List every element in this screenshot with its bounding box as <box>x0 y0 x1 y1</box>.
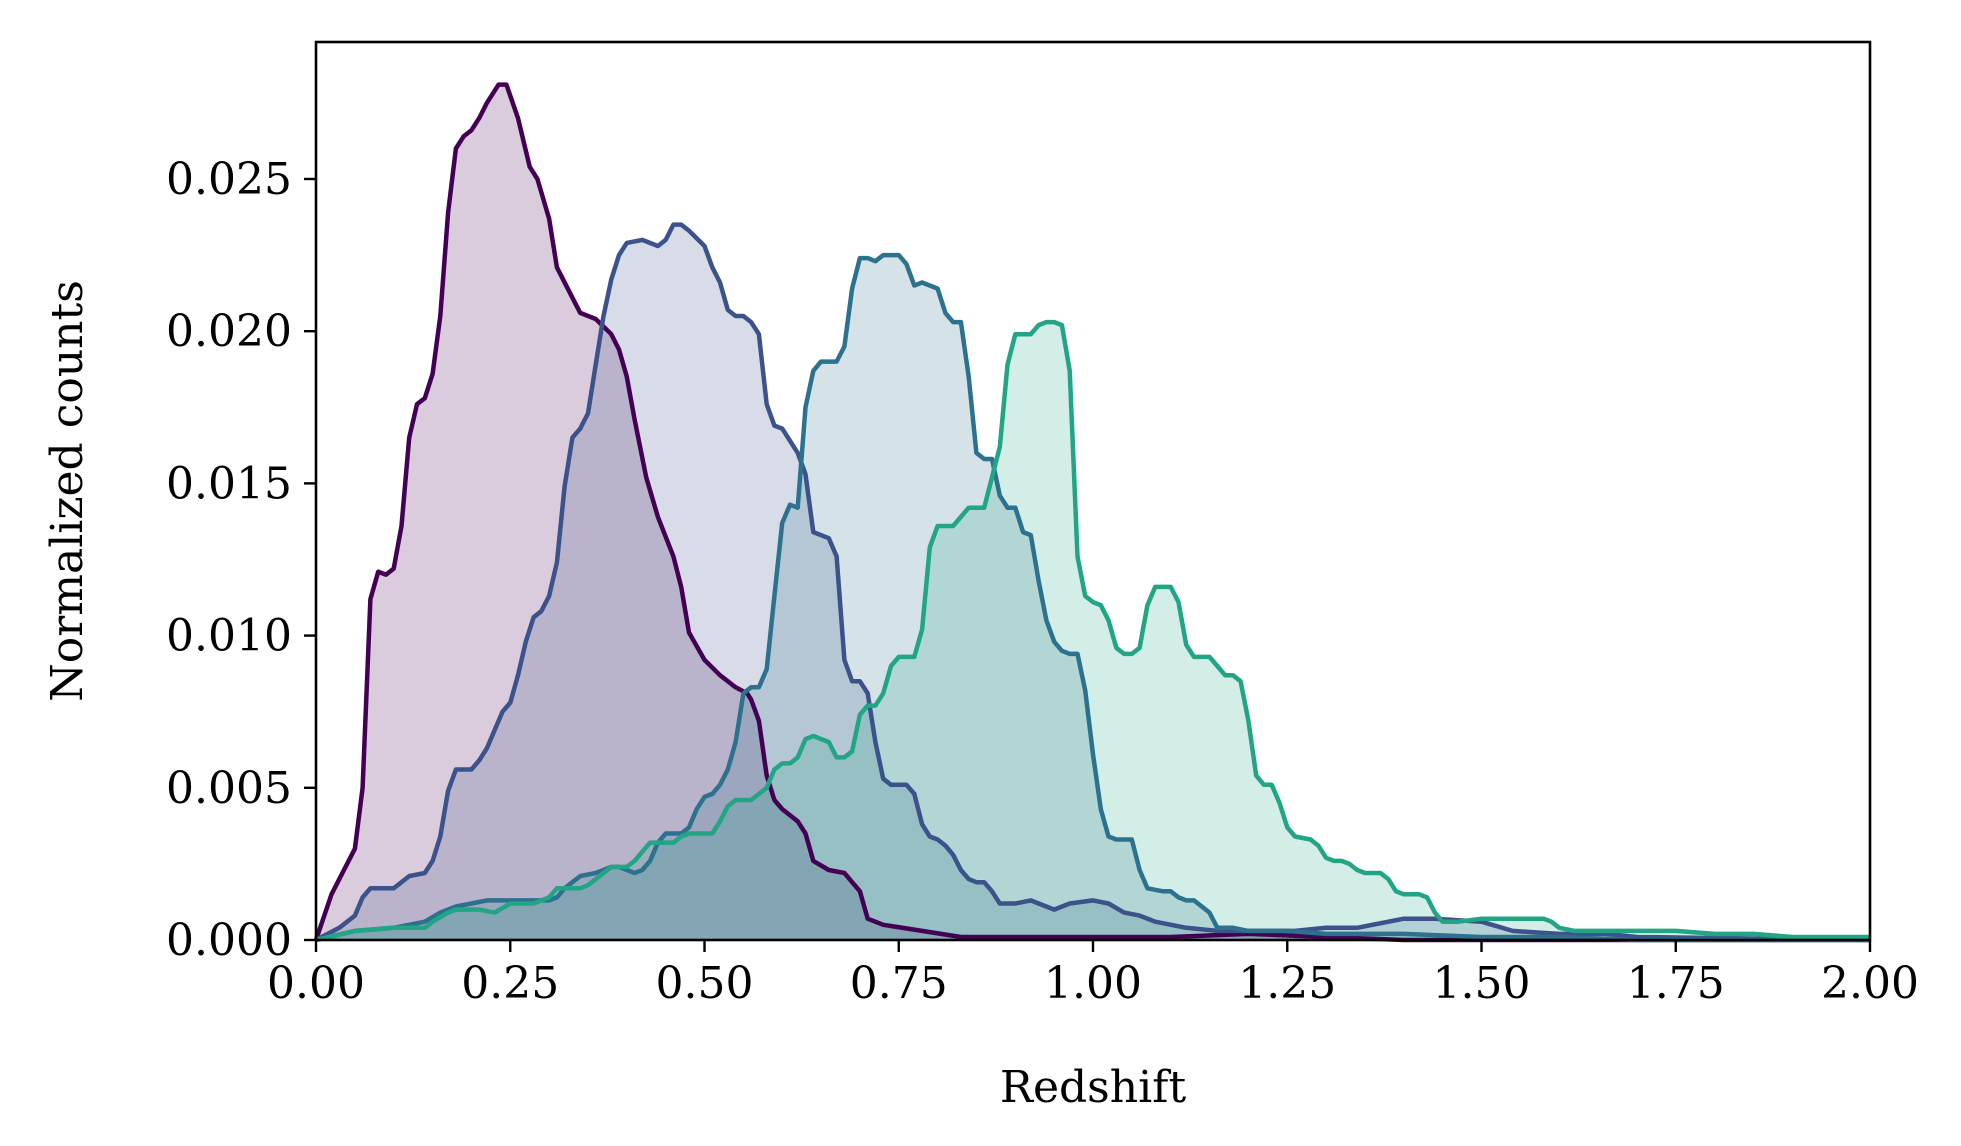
y-tick-label: 0.025 <box>166 154 292 205</box>
y-axis: 0.000 0.005 0.010 0.015 0.020 0.025 <box>166 154 316 966</box>
series-2-line <box>314 222 1871 943</box>
y-tick-label: 0.015 <box>166 458 292 509</box>
y-tick-label: 0.010 <box>166 611 292 662</box>
x-tick-label: 1.75 <box>1627 958 1725 1009</box>
x-tick-label: 1.25 <box>1238 958 1336 1009</box>
series-4-area <box>316 322 1870 941</box>
x-tick-label: 2.00 <box>1821 958 1919 1009</box>
y-tick-label: 0.020 <box>166 306 292 357</box>
x-tick-label: 0.50 <box>656 958 754 1009</box>
series-3-area <box>316 255 1870 941</box>
x-tick-label: 0.00 <box>267 958 365 1009</box>
series-4-line <box>315 319 1870 943</box>
series-1-line <box>313 82 1870 943</box>
x-tick-label: 0.25 <box>461 958 559 1009</box>
x-tick-label: 1.00 <box>1044 958 1142 1009</box>
y-tick-label: 0.005 <box>166 763 292 814</box>
x-axis: 0.00 0.25 0.50 0.75 1.00 1.25 1.50 1.75 2.00 <box>267 940 1919 1009</box>
series-layer <box>313 82 1871 943</box>
y-tick-label: 0.000 <box>166 915 292 966</box>
x-tick-label: 0.75 <box>850 958 948 1009</box>
x-axis-label: Redshift <box>1000 1062 1187 1113</box>
series-1-area <box>316 84 1870 941</box>
series-2-area <box>316 224 1870 941</box>
y-axis-label: Normalized counts <box>42 280 93 702</box>
x-tick-label: 1.50 <box>1433 958 1531 1009</box>
